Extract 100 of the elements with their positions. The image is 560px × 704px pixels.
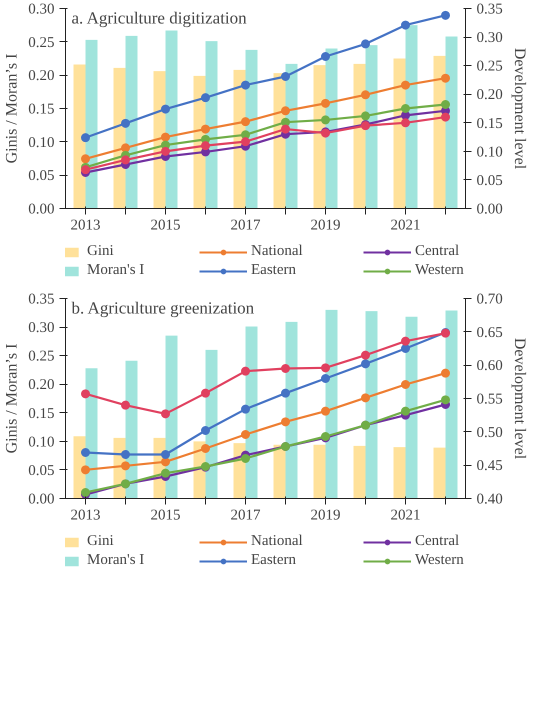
point: [121, 118, 130, 128]
x-tick-label: 2017: [230, 508, 261, 524]
y2-tick-label: 0.55: [476, 392, 503, 408]
point: [241, 137, 250, 146]
y2-tick-label: 0.50: [476, 424, 503, 441]
bar: [394, 447, 406, 498]
bar: [446, 36, 458, 208]
legend-label: Western: [415, 552, 465, 569]
point: [401, 406, 410, 416]
legend-label: Eastern: [251, 552, 297, 569]
y-tick-label: 0.10: [28, 134, 54, 151]
y-tick-label: 0.15: [28, 406, 54, 422]
point: [401, 118, 410, 128]
x-tick-label: 2013: [70, 218, 100, 234]
y2-tick-label: 0.60: [476, 358, 503, 374]
point: [241, 430, 250, 439]
bar: [446, 310, 458, 498]
bar: [354, 64, 366, 208]
legend-label: National: [251, 243, 304, 260]
bar: [434, 448, 446, 498]
point: [121, 400, 130, 410]
point: [441, 112, 450, 122]
x-tick-label: 2017: [230, 218, 261, 234]
x-tick-label: 2015: [150, 218, 180, 234]
y2-tick-label: 0.30: [476, 30, 503, 46]
point: [241, 454, 250, 463]
point: [81, 389, 90, 398]
y2-tick-label: 0.25: [476, 58, 503, 75]
point: [201, 426, 210, 435]
legend-label: Eastern: [251, 262, 297, 279]
point: [81, 133, 90, 142]
point: [361, 393, 370, 402]
legend-label: Western: [415, 262, 465, 279]
point: [161, 132, 170, 142]
point: [241, 404, 250, 414]
point: [401, 336, 410, 346]
y2-tick-label: 0.15: [476, 116, 503, 132]
y2-tick-label: 0.65: [476, 324, 503, 341]
point: [281, 106, 290, 116]
point: [201, 388, 210, 398]
point: [401, 104, 410, 113]
point: [361, 39, 370, 48]
point: [401, 80, 410, 90]
point: [361, 359, 370, 368]
y2-axis-title: Development level: [510, 338, 528, 460]
point: [201, 93, 210, 102]
point: [161, 450, 170, 459]
point: [281, 72, 290, 81]
bar: [74, 64, 86, 208]
y-tick-label: 0.25: [28, 348, 54, 365]
point: [201, 124, 210, 134]
point: [441, 368, 450, 378]
point: [81, 154, 90, 164]
point: [321, 115, 330, 124]
point: [321, 363, 330, 372]
bar: [314, 65, 326, 208]
point: [121, 143, 130, 152]
y-tick-label: 0.05: [28, 462, 54, 479]
x-tick-label: 2021: [390, 218, 420, 234]
y2-axis-title: Development level: [510, 48, 528, 170]
point: [441, 74, 450, 83]
y-tick-label: 0.35: [28, 292, 54, 308]
bar: [286, 322, 298, 498]
legend-label: Central: [415, 533, 460, 550]
x-tick-label: 2021: [390, 508, 420, 524]
bar: [366, 45, 378, 208]
y-tick-label: 0.05: [28, 168, 54, 184]
point: [161, 457, 170, 466]
point: [321, 52, 330, 61]
x-tick-label: 2019: [310, 508, 340, 524]
point: [201, 141, 210, 150]
y-tick-label: 0.15: [28, 102, 54, 118]
y-tick-label: 0.30: [28, 320, 54, 336]
point: [361, 90, 370, 100]
point: [281, 124, 290, 134]
point: [161, 146, 170, 156]
point: [401, 20, 410, 30]
point: [401, 344, 410, 353]
y2-tick-label: 0.10: [476, 144, 503, 160]
point: [81, 165, 90, 174]
point: [241, 80, 250, 90]
point: [321, 406, 330, 416]
point: [81, 448, 90, 457]
bar: [366, 311, 378, 498]
x-tick-label: 2013: [70, 508, 100, 524]
bar: [314, 444, 326, 498]
x-tick-label: 2015: [150, 508, 180, 524]
y2-tick-label: 0.35: [476, 2, 503, 18]
y2-tick-label: 0.45: [476, 458, 503, 474]
y-tick-label: 0.20: [28, 377, 54, 394]
point: [81, 465, 90, 474]
chart-title: a. Agriculture digitization: [72, 8, 248, 28]
legend-label: Moran's I: [87, 552, 146, 569]
point: [121, 461, 130, 470]
bar: [326, 310, 338, 498]
point: [281, 364, 290, 373]
y-tick-label: 0.00: [28, 492, 54, 508]
point: [441, 395, 450, 404]
y2-tick-label: 0.20: [476, 87, 503, 104]
y2-tick-label: 0.40: [476, 492, 503, 508]
